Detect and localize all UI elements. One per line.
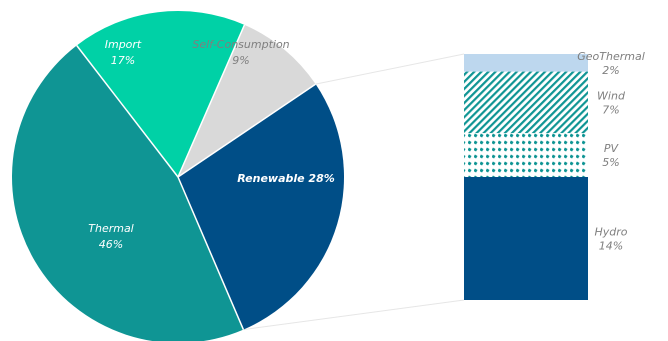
bar-label-hydro: Hydro: [594, 226, 627, 239]
pie-label-self-consumption: Self-Consumption: [192, 38, 289, 51]
bar-value-hydro: 14%: [599, 240, 623, 253]
bar-value-wind: 7%: [602, 103, 619, 116]
slice-separator: [177, 83, 317, 178]
bar-segment-wind: [464, 71, 588, 134]
bar-segment-hydro: [464, 177, 588, 300]
pie-slice-renewable: [178, 84, 345, 330]
connector-lines: [243, 53, 465, 331]
connector-line-bottom: [243, 299, 465, 331]
pie-value-import: 17%: [111, 54, 135, 67]
bar-segment-pv: [464, 133, 588, 177]
pie-value-thermal: 46%: [99, 238, 123, 251]
pie-label-import: Import: [105, 38, 142, 51]
bar-label-pv: PV: [604, 142, 620, 155]
pie-value-self-consumption: 9%: [232, 54, 249, 67]
bar-value-pv: 5%: [602, 156, 619, 169]
pie-chart: Renewable 28% Thermal 46% Import 17% Self-Con…: [12, 10, 345, 341]
connector-line-top: [315, 53, 465, 85]
bar-label-geothermal: GeoThermal: [577, 50, 645, 63]
pie-slice-import: [76, 10, 245, 178]
slice-separator: [76, 45, 179, 178]
pie-label-thermal: Thermal: [88, 222, 134, 235]
pie-slice-thermal: [12, 45, 244, 341]
slice-separator: [177, 24, 246, 178]
pie-label-renewable: Renewable 28%: [237, 172, 335, 185]
bar-label-wind: Wind: [597, 89, 626, 102]
bar-segment-geothermal: [464, 54, 588, 72]
slice-separator: [177, 176, 245, 330]
bar-value-geothermal: 2%: [602, 64, 619, 77]
pie-slice-self-consumption: [178, 24, 316, 177]
